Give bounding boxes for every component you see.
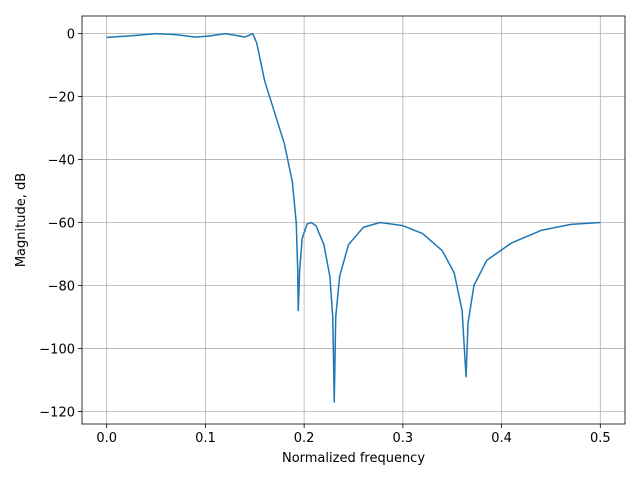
data-line [106,32,601,403]
axes-frame [81,15,626,425]
y-tick-label: −120 [39,405,75,420]
y-tick-label: −80 [48,279,75,294]
y-axis-label: Magnitude, dB [14,173,29,267]
x-tick-label: 0.4 [491,431,512,446]
x-tick-label: 0.0 [96,431,117,446]
x-tick-label: 0.2 [294,431,315,446]
y-tick-label: −40 [48,154,75,169]
y-tick-label: −20 [48,91,75,106]
x-tick-label: 0.5 [590,431,611,446]
y-tick-label: −100 [39,342,75,357]
y-tick-label: 0 [67,28,75,43]
x-axis-label: Normalized frequency [282,451,425,466]
x-tick-label: 0.3 [393,431,414,446]
x-tick-label: 0.1 [195,431,216,446]
y-tick-label: −60 [48,217,75,232]
